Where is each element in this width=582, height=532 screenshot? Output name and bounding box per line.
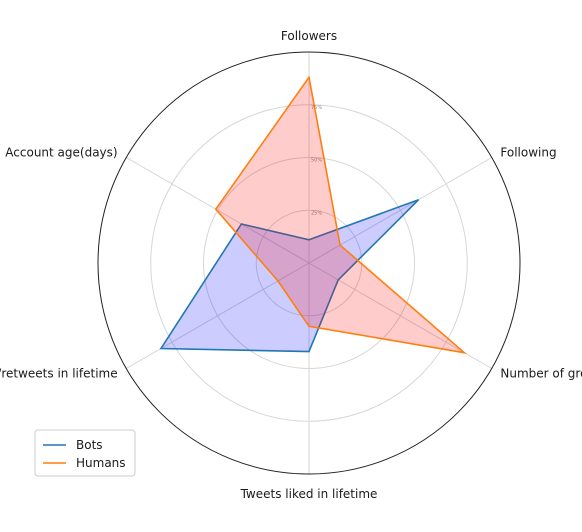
series-layer — [161, 77, 464, 352]
axis-label: Account age(days) — [5, 146, 117, 160]
axis-label: Tweets/retweets in lifetime — [0, 367, 118, 381]
axis-label: Number of groups — [500, 367, 582, 381]
legend: Bots Humans — [35, 430, 135, 476]
legend-label-bots: Bots — [76, 438, 103, 452]
legend-label-humans: Humans — [76, 456, 126, 470]
axis-label: Followers — [281, 29, 337, 43]
axis-label: Following — [500, 146, 556, 160]
axis-label: Tweets liked in lifetime — [240, 487, 378, 501]
